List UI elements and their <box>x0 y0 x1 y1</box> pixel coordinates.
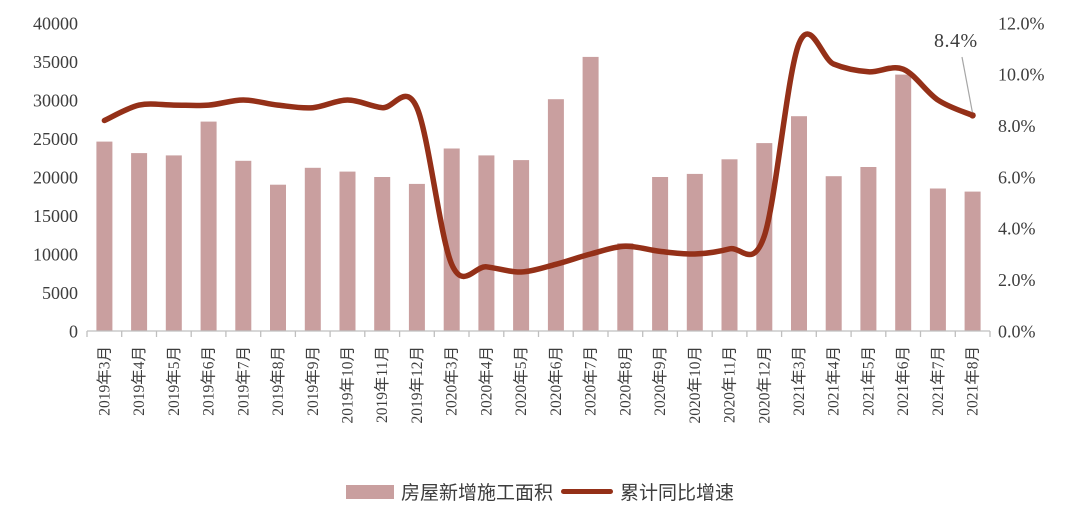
x-axis-label: 2020年5月 <box>512 346 530 416</box>
bar-series-swatch-icon <box>345 484 394 499</box>
y-axis-right-label: 4.0% <box>998 219 1036 239</box>
x-axis-label: 2021年8月 <box>964 346 982 416</box>
bar <box>478 155 495 331</box>
bar <box>547 99 564 331</box>
x-axis-label: 2020年9月 <box>651 346 669 416</box>
bar <box>964 191 981 331</box>
legend-item-line-series: 累计同比增速 <box>561 478 734 505</box>
annotation-last-value: 8.4% <box>934 30 978 52</box>
y-axis-right-label: 8.0% <box>998 116 1036 136</box>
y-axis-left-label: 15000 <box>33 206 78 226</box>
y-axis-left-label: 20000 <box>33 167 78 187</box>
bar <box>304 167 321 331</box>
x-axis-label: 2020年7月 <box>582 346 600 416</box>
bar <box>339 171 356 331</box>
bar <box>270 184 286 331</box>
bar <box>617 243 634 331</box>
bar <box>374 177 391 331</box>
x-axis-label: 2020年4月 <box>477 346 495 416</box>
y-axis-left-label: 40000 <box>33 13 78 33</box>
x-axis-label: 2019年7月 <box>234 346 252 416</box>
legend: 房屋新增施工面积 累计同比增速 <box>0 478 1080 505</box>
y-axis-right-label: 2.0% <box>998 270 1036 290</box>
x-axis-label: 2020年6月 <box>547 346 565 416</box>
bar <box>131 153 148 331</box>
bar <box>721 159 738 331</box>
y-axis-left-label: 30000 <box>33 90 78 110</box>
bar <box>825 176 842 331</box>
x-axis-label: 2020年3月 <box>443 346 461 416</box>
bar <box>235 160 252 331</box>
annotation-leader-line <box>961 56 974 114</box>
x-axis-label: 2019年10月 <box>338 346 356 424</box>
x-axis-label: 2021年7月 <box>929 346 947 416</box>
bar <box>895 74 912 331</box>
y-axis-left-label: 10000 <box>33 244 78 264</box>
x-axis-label: 2021年5月 <box>859 346 877 416</box>
x-axis-label: 2019年11月 <box>373 346 391 423</box>
bar <box>200 121 217 331</box>
y-axis-left-label: 5000 <box>42 283 78 303</box>
y-axis-left-label: 25000 <box>33 129 78 149</box>
x-axis-label: 2019年9月 <box>304 346 322 416</box>
x-axis-label: 2019年12月 <box>408 346 426 424</box>
bar <box>929 188 946 331</box>
bar <box>582 56 599 332</box>
y-axis-left-label: 0 <box>69 321 78 341</box>
y-axis-right-label: 10.0% <box>998 65 1045 85</box>
bar <box>513 160 530 331</box>
y-axis-right-label: 12.0% <box>998 13 1045 33</box>
y-axis-right-label: 0.0% <box>998 321 1036 341</box>
x-axis-label: 2019年6月 <box>200 346 218 416</box>
line-end-marker <box>969 112 976 119</box>
x-axis-label: 2019年5月 <box>165 346 183 416</box>
x-axis-label: 2021年6月 <box>894 346 912 416</box>
x-axis-label: 2019年8月 <box>269 346 287 416</box>
bar <box>443 148 460 331</box>
bar <box>791 116 807 331</box>
x-axis-label: 2020年8月 <box>616 346 634 416</box>
x-axis-label: 2020年11月 <box>721 346 739 423</box>
y-axis-left-label: 35000 <box>33 52 78 72</box>
line-series-swatch-icon <box>561 489 613 494</box>
bar <box>165 155 182 331</box>
y-axis-right-label: 6.0% <box>998 167 1036 187</box>
x-axis-label: 2019年3月 <box>95 346 113 416</box>
x-axis-label: 2021年3月 <box>790 346 808 416</box>
x-axis-label: 2020年12月 <box>755 346 773 424</box>
line-series-path <box>101 31 976 280</box>
x-axis-label: 2021年4月 <box>825 346 843 416</box>
bar <box>860 167 877 331</box>
x-axis-label: 2019年4月 <box>130 346 148 416</box>
legend-item-bar-series: 房屋新增施工面积 <box>345 478 553 505</box>
bar <box>96 141 113 331</box>
bar <box>408 183 425 331</box>
line-series-label: 累计同比增速 <box>620 483 735 504</box>
x-axis-label: 2020年10月 <box>686 346 704 424</box>
bar-series-label: 房屋新增施工面积 <box>400 483 553 504</box>
